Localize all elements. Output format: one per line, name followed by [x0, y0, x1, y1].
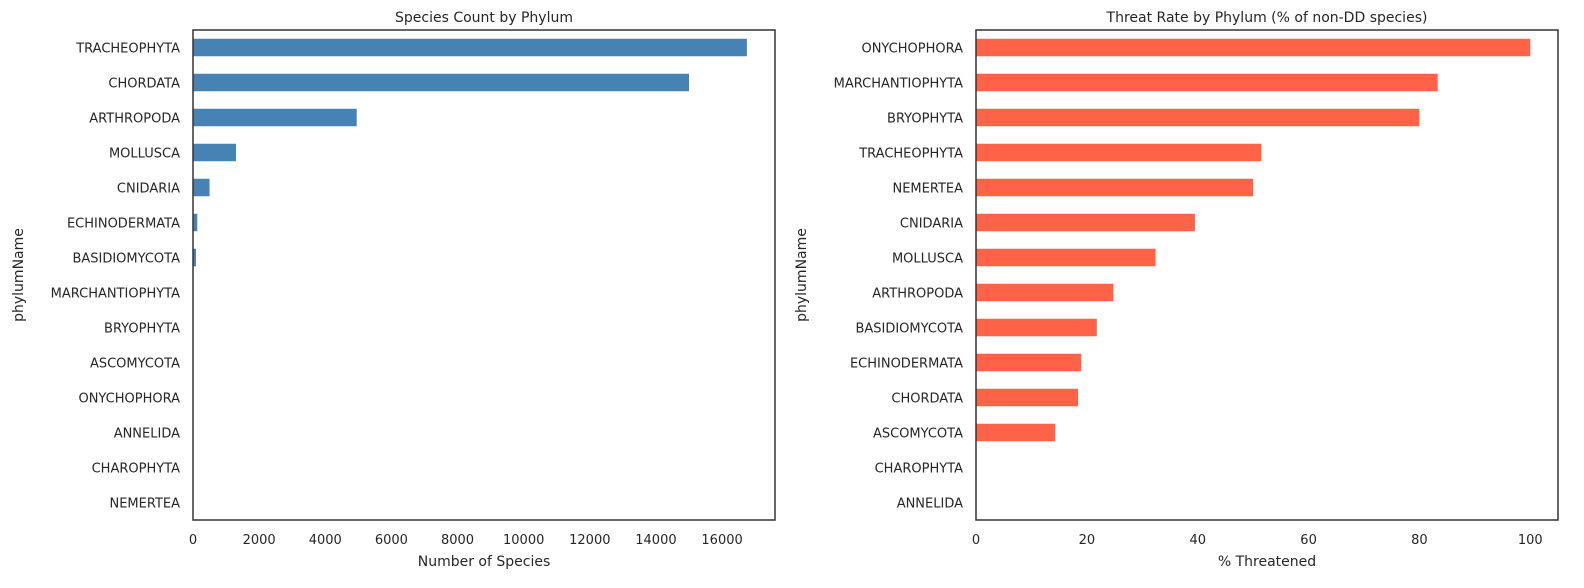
- y-axis-label: phylumName: [11, 228, 27, 322]
- y-tick-label: CHORDATA: [108, 77, 180, 92]
- bar-tracheophyta: [193, 39, 747, 57]
- species-count-chart: Species Count by Phylum Number of Specie…: [11, 10, 775, 570]
- axes-frame: [976, 30, 1558, 520]
- y-tick-label: ASCOMYCOTA: [90, 357, 180, 372]
- x-tick-label: 10000: [503, 533, 544, 548]
- bar-mollusca: [193, 144, 236, 162]
- y-tick-label: MOLLUSCA: [892, 252, 963, 267]
- y-tick-label: MARCHANTIOPHYTA: [51, 287, 180, 302]
- y-tick-label: ECHINODERMATA: [67, 217, 180, 232]
- y-tick-label: ARTHROPODA: [89, 112, 180, 127]
- bar-chordata: [976, 389, 1078, 407]
- x-tick-label: 4000: [309, 533, 342, 548]
- y-tick-label: ASCOMYCOTA: [873, 427, 963, 442]
- bar-chordata: [193, 74, 689, 92]
- y-tick-label: ONYCHOPHORA: [78, 392, 180, 407]
- x-tick-label: 0: [189, 533, 197, 548]
- y-tick-label: NEMERTEA: [109, 497, 180, 512]
- x-tick-label: 20: [1079, 533, 1096, 548]
- y-axis-label: phylumName: [794, 228, 810, 322]
- bar-arthropoda: [193, 109, 357, 127]
- bar-marchantiophyta: [976, 74, 1438, 92]
- x-tick-label: 40: [1189, 533, 1206, 548]
- y-tick-label: ARTHROPODA: [872, 287, 963, 302]
- bar-echinodermata: [976, 354, 1081, 372]
- y-tick-label: NEMERTEA: [892, 182, 963, 197]
- x-tick-label: 80: [1411, 533, 1428, 548]
- y-tick-label: CNIDARIA: [117, 182, 180, 197]
- threat-rate-chart: Threat Rate by Phylum (% of non-DD speci…: [794, 10, 1558, 570]
- y-tick-label: BRYOPHYTA: [887, 112, 963, 127]
- bar-tracheophyta: [976, 144, 1261, 162]
- bar-basidiomycota: [976, 319, 1097, 337]
- y-tick-label: TRACHEOPHYTA: [858, 147, 963, 162]
- x-tick-label: 60: [1300, 533, 1317, 548]
- y-tick-label: MOLLUSCA: [109, 147, 180, 162]
- x-tick-label: 6000: [375, 533, 408, 548]
- y-tick-label: ANNELIDA: [114, 427, 180, 442]
- y-tick-label: CHORDATA: [891, 392, 963, 407]
- chart-title: Threat Rate by Phylum (% of non-DD speci…: [1106, 10, 1428, 26]
- x-tick-label: 16000: [701, 533, 742, 548]
- y-tick-label: CHAROPHYTA: [875, 462, 963, 477]
- x-tick-label: 100: [1518, 533, 1543, 548]
- x-tick-label: 8000: [441, 533, 474, 548]
- y-tick-label: BRYOPHYTA: [104, 322, 180, 337]
- y-tick-label: BASIDIOMYCOTA: [855, 322, 963, 337]
- bar-arthropoda: [976, 284, 1113, 302]
- x-axis-label: % Threatened: [1218, 554, 1316, 570]
- x-tick-label: 2000: [243, 533, 276, 548]
- y-tick-label: CNIDARIA: [900, 217, 963, 232]
- y-tick-label: BASIDIOMYCOTA: [72, 252, 180, 267]
- bar-ascomycota: [976, 424, 1055, 442]
- bar-bryophyta: [976, 109, 1419, 127]
- bar-cnidaria: [976, 214, 1195, 232]
- bar-mollusca: [976, 249, 1156, 267]
- bar-nemertea: [976, 179, 1253, 197]
- y-tick-label: ECHINODERMATA: [850, 357, 963, 372]
- y-tick-label: MARCHANTIOPHYTA: [834, 77, 963, 92]
- bar-cnidaria: [193, 179, 210, 197]
- bar-onychophora: [976, 39, 1530, 57]
- y-tick-label: CHAROPHYTA: [92, 462, 180, 477]
- x-tick-label: 12000: [569, 533, 610, 548]
- y-tick-label: ONYCHOPHORA: [861, 42, 963, 57]
- y-tick-label: ANNELIDA: [897, 497, 963, 512]
- x-tick-label: 14000: [635, 533, 676, 548]
- axes-frame: [193, 30, 775, 520]
- x-tick-label: 0: [972, 533, 980, 548]
- y-tick-label: TRACHEOPHYTA: [75, 42, 180, 57]
- x-axis-label: Number of Species: [418, 554, 551, 570]
- chart-title: Species Count by Phylum: [395, 10, 573, 26]
